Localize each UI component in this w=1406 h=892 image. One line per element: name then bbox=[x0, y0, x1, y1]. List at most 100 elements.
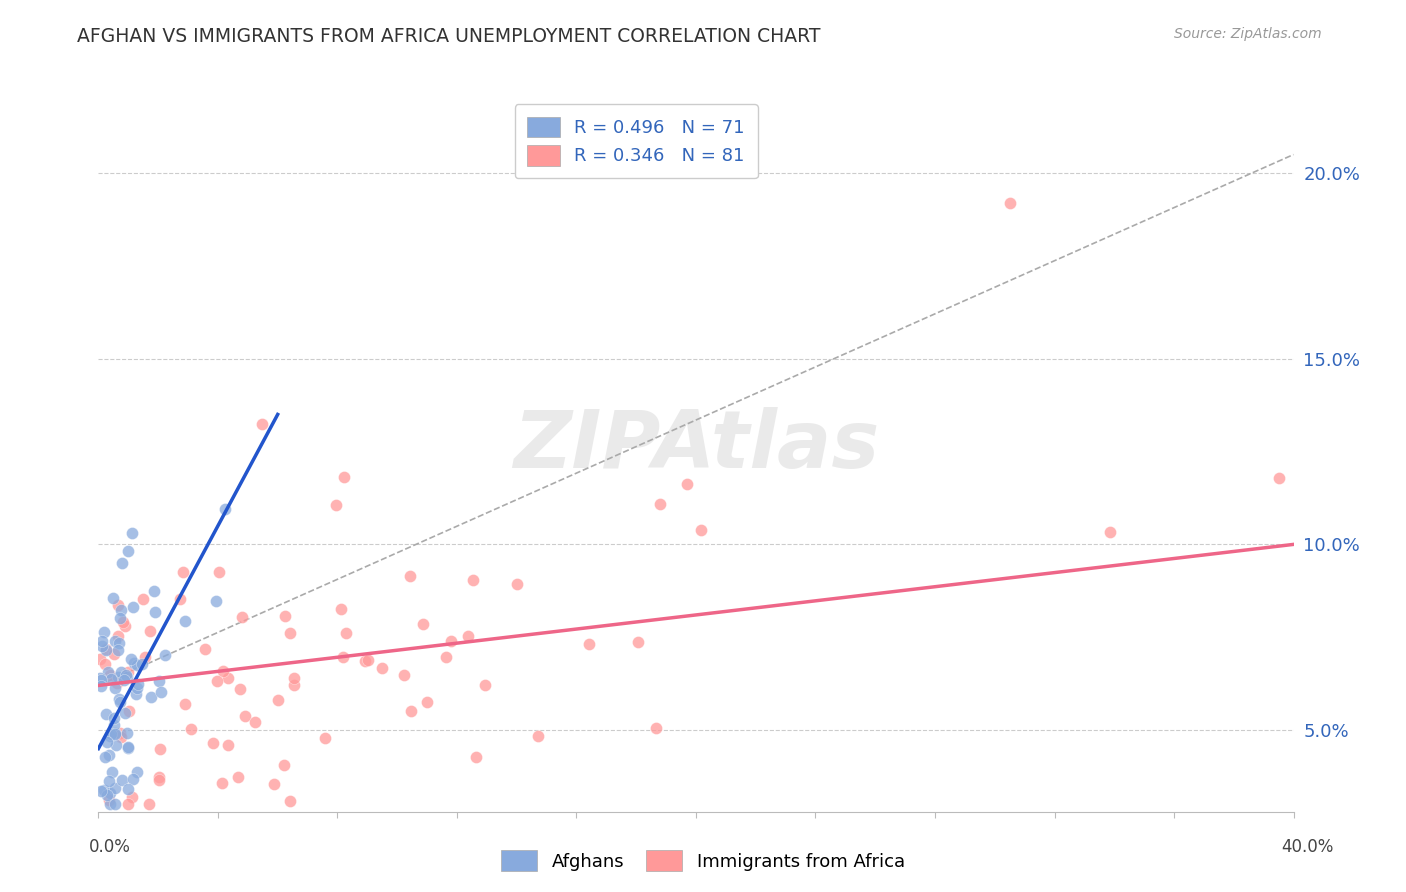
Legend: R = 0.496   N = 71, R = 0.346   N = 81: R = 0.496 N = 71, R = 0.346 N = 81 bbox=[515, 104, 758, 178]
Point bbox=[90, 679, 112, 693]
Point bbox=[194, 642, 217, 657]
Point bbox=[98, 793, 121, 807]
Text: AFGHAN VS IMMIGRANTS FROM AFRICA UNEMPLOYMENT CORRELATION CHART: AFGHAN VS IMMIGRANTS FROM AFRICA UNEMPLO… bbox=[77, 27, 821, 45]
Point bbox=[97, 665, 120, 679]
Point bbox=[104, 780, 127, 795]
Point bbox=[115, 726, 138, 740]
Point bbox=[252, 417, 274, 432]
Point bbox=[278, 794, 301, 808]
Point bbox=[90, 783, 112, 797]
Point bbox=[118, 705, 141, 719]
Point bbox=[211, 665, 233, 679]
Point bbox=[98, 797, 121, 812]
Point bbox=[122, 599, 145, 614]
Point bbox=[148, 773, 170, 788]
Point bbox=[98, 729, 121, 743]
Point bbox=[107, 629, 129, 643]
Point bbox=[412, 617, 434, 632]
Point bbox=[117, 797, 139, 812]
Point bbox=[103, 727, 125, 741]
Point bbox=[139, 624, 162, 638]
Point bbox=[214, 502, 236, 516]
Point bbox=[91, 639, 114, 653]
Point bbox=[98, 786, 121, 800]
Point bbox=[112, 673, 135, 688]
Point bbox=[122, 656, 145, 670]
Point bbox=[117, 543, 139, 558]
Point bbox=[332, 650, 354, 665]
Point bbox=[103, 711, 125, 725]
Point bbox=[101, 765, 124, 780]
Point bbox=[90, 673, 112, 688]
Point bbox=[675, 477, 697, 491]
Text: 40.0%: 40.0% bbox=[1281, 838, 1334, 855]
Point bbox=[434, 650, 457, 665]
Point bbox=[98, 667, 121, 681]
Point bbox=[155, 648, 177, 662]
Point bbox=[399, 704, 422, 718]
Point bbox=[211, 776, 233, 790]
Point bbox=[648, 497, 671, 511]
Point bbox=[110, 731, 132, 745]
Point bbox=[111, 773, 134, 788]
Point bbox=[263, 777, 285, 791]
Point bbox=[439, 634, 461, 648]
Point bbox=[578, 638, 600, 652]
Point bbox=[104, 797, 127, 812]
Point bbox=[104, 726, 127, 740]
Point bbox=[217, 671, 239, 685]
Point bbox=[998, 195, 1021, 210]
Point bbox=[125, 687, 148, 701]
Point bbox=[96, 706, 118, 721]
Point bbox=[125, 658, 148, 673]
Point bbox=[201, 736, 224, 750]
Point bbox=[180, 723, 202, 737]
Point bbox=[169, 592, 191, 607]
Point bbox=[465, 749, 488, 764]
Point bbox=[139, 690, 162, 704]
Point bbox=[457, 629, 479, 643]
Point bbox=[174, 697, 197, 711]
Point bbox=[110, 611, 132, 625]
Point bbox=[243, 714, 266, 729]
Point bbox=[96, 735, 118, 749]
Point bbox=[172, 566, 194, 580]
Point bbox=[103, 718, 125, 732]
Point bbox=[207, 674, 229, 689]
Point bbox=[117, 739, 139, 754]
Point bbox=[329, 601, 352, 615]
Point bbox=[134, 649, 156, 664]
Point bbox=[117, 781, 139, 796]
Point bbox=[114, 706, 136, 720]
Point bbox=[111, 615, 134, 629]
Point bbox=[325, 498, 347, 512]
Point bbox=[125, 765, 148, 780]
Point bbox=[627, 635, 650, 649]
Point bbox=[138, 797, 160, 812]
Point bbox=[229, 681, 252, 696]
Point bbox=[107, 692, 129, 706]
Point bbox=[461, 573, 484, 587]
Point bbox=[115, 667, 138, 681]
Point bbox=[273, 757, 295, 772]
Text: Source: ZipAtlas.com: Source: ZipAtlas.com bbox=[1174, 27, 1322, 41]
Point bbox=[94, 657, 117, 672]
Point bbox=[105, 676, 128, 690]
Point bbox=[117, 741, 139, 756]
Point bbox=[100, 727, 122, 741]
Point bbox=[218, 738, 240, 752]
Point bbox=[104, 681, 127, 695]
Point bbox=[278, 625, 301, 640]
Point bbox=[94, 642, 117, 657]
Point bbox=[142, 583, 165, 598]
Point bbox=[115, 670, 138, 684]
Point bbox=[103, 591, 125, 605]
Point bbox=[121, 525, 143, 540]
Point bbox=[121, 651, 143, 665]
Point bbox=[283, 671, 305, 685]
Point bbox=[148, 674, 170, 689]
Point bbox=[148, 771, 170, 785]
Point bbox=[96, 789, 118, 803]
Point bbox=[173, 614, 195, 628]
Point bbox=[98, 773, 121, 788]
